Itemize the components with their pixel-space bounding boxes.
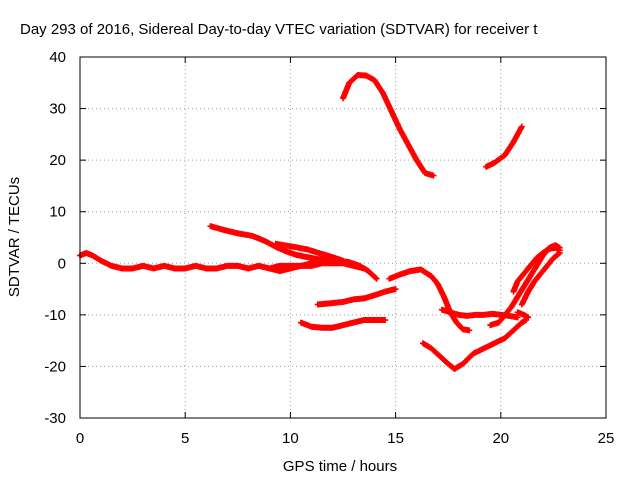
x-tick-label: 25 [598, 430, 615, 447]
data-point [340, 257, 346, 264]
plot-frame [79, 56, 607, 419]
x-axis-label: GPS time / hours [283, 458, 397, 475]
y-tick-label: 0 [58, 255, 66, 272]
series-6 [483, 123, 525, 170]
y-tick-label: 30 [49, 101, 66, 118]
x-tick-label: 10 [282, 430, 299, 447]
data-point [514, 314, 521, 321]
series-13 [510, 244, 563, 295]
x-tick-label: 5 [181, 430, 189, 447]
series-8 [297, 317, 389, 331]
chart-title: Day 293 of 2016, Sidereal Day-to-day VTE… [20, 21, 538, 38]
data-point [555, 250, 562, 257]
data-point [466, 327, 473, 334]
data-point [382, 317, 389, 324]
data-points [77, 72, 563, 373]
series-10 [438, 306, 521, 321]
series-11 [419, 317, 530, 373]
x-tick-label: 15 [387, 430, 404, 447]
y-tick-label: -30 [44, 410, 66, 427]
y-tick-labels: 40 30 20 10 0 -10 -20 -30 [44, 49, 66, 427]
data-point [372, 274, 379, 281]
data-point [518, 123, 525, 130]
data-point [514, 309, 521, 316]
y-tick-label: -20 [44, 358, 66, 375]
series-3 [272, 240, 346, 264]
series-9 [386, 266, 473, 334]
data-point [392, 286, 399, 293]
x-tick-labels: 0 5 10 15 20 25 [76, 430, 615, 447]
series-7 [314, 286, 399, 308]
data-point [373, 275, 380, 282]
series-15 [514, 309, 532, 321]
x-tick-label: 0 [76, 430, 84, 447]
data-point [556, 249, 563, 256]
y-axis-label: SDTVAR / TECUs [6, 177, 23, 297]
data-point [318, 257, 325, 264]
data-point [430, 172, 437, 179]
x-tick-label: 20 [492, 430, 509, 447]
series-4 [266, 257, 325, 275]
series-5 [340, 72, 437, 179]
series-14 [518, 249, 563, 308]
y-tick-label: -10 [44, 307, 66, 324]
y-tick-label: 40 [49, 49, 66, 66]
y-tick-label: 20 [49, 152, 66, 169]
y-tick-label: 10 [49, 204, 66, 221]
